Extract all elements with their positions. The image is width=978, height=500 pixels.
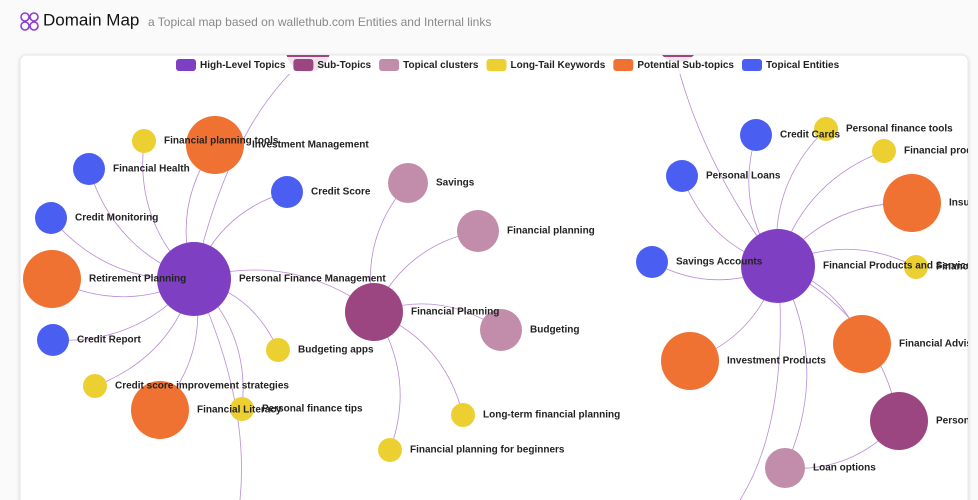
- node: [740, 119, 772, 151]
- subtitle: a Topical map based on wallethub.com Ent…: [148, 15, 491, 29]
- node-label: Investment Management: [252, 140, 369, 151]
- node-label: Financial planning: [507, 226, 595, 237]
- node: [814, 117, 838, 141]
- node: [378, 438, 402, 462]
- node: [636, 246, 668, 278]
- graph: Personal Finance Management Financial Pro…: [23, 55, 978, 500]
- node: [480, 309, 522, 351]
- legend-swatch: [613, 59, 634, 71]
- node: [157, 242, 231, 316]
- node-label: Credit Score: [311, 187, 371, 198]
- node-label: Credit Cards: [780, 130, 840, 141]
- node-label: Personal Finance Management: [239, 274, 386, 285]
- node-label: Personal finance tools: [846, 124, 953, 135]
- node: [37, 324, 69, 356]
- legend-label: High-Level Topics: [200, 60, 286, 71]
- node-label: Financial planning for beginners: [410, 445, 565, 456]
- node-label: Savings Accounts: [676, 257, 763, 268]
- node: [345, 283, 403, 341]
- node: [23, 250, 81, 308]
- node: [741, 229, 815, 303]
- node: [451, 403, 475, 427]
- legend: High-Level Topics Sub-Topics Topical clust…: [176, 59, 840, 71]
- legend-label: Long-Tail Keywords: [511, 60, 606, 71]
- legend-swatch: [293, 59, 314, 71]
- node: [765, 448, 805, 488]
- legend-swatch: [742, 59, 762, 71]
- node: [656, 55, 700, 62]
- legend-label: Topical clusters: [403, 60, 479, 71]
- node: [132, 129, 156, 153]
- nodes: [23, 116, 941, 488]
- node: [186, 116, 244, 174]
- node: [83, 374, 107, 398]
- node: [271, 176, 303, 208]
- node-label: Financial Products and Services: [823, 261, 977, 272]
- node-label: Investment Products: [727, 356, 826, 367]
- node-label: Loan options: [813, 463, 876, 474]
- node: [870, 392, 928, 450]
- node-label: Personal Finance: [936, 416, 978, 427]
- node: [457, 210, 499, 252]
- node: [35, 202, 67, 234]
- legend-label: Topical Entities: [766, 60, 840, 71]
- legend-label: Sub-Topics: [317, 60, 371, 71]
- node-label: Financial products: [904, 146, 978, 157]
- node-label: Credit Monitoring: [75, 213, 158, 224]
- node-label: Budgeting: [530, 325, 579, 336]
- node-label: Financial Advisors: [899, 339, 978, 350]
- legend-swatch: [379, 59, 400, 71]
- node-label: Financial Planning: [411, 307, 499, 318]
- legend-label: Potential Sub-topics: [637, 60, 734, 71]
- logo: [20, 12, 39, 31]
- node-label: Financial planning tools: [164, 136, 279, 147]
- card: [19, 54, 969, 500]
- node: [833, 315, 891, 373]
- node: [661, 332, 719, 390]
- node: [73, 153, 105, 185]
- node-label: Savings: [436, 178, 475, 189]
- node: [230, 397, 254, 421]
- node-label: Financial Literacy: [197, 405, 282, 416]
- node: [872, 139, 896, 163]
- legend-swatch: [486, 59, 507, 71]
- node: [883, 174, 941, 232]
- node: [904, 255, 928, 279]
- node-label: Insurance: [949, 198, 978, 209]
- labels: Personal Finance Management Financial Pro…: [75, 124, 978, 474]
- node-label: Financial: [936, 262, 978, 273]
- node: [266, 338, 290, 362]
- node-label: Personal finance tips: [262, 404, 363, 415]
- node: [131, 381, 189, 439]
- node-label: Budgeting apps: [298, 345, 374, 356]
- node-label: Credit Report: [77, 335, 142, 346]
- node: [388, 163, 428, 203]
- node: [666, 160, 698, 192]
- node-label: Retirement Planning: [89, 274, 186, 285]
- node-label: Long-term financial planning: [483, 410, 620, 421]
- node-label: Credit score improvement strategies: [115, 381, 289, 392]
- node-label: Personal Loans: [706, 171, 781, 182]
- title: Domain Map: [43, 10, 139, 29]
- legend-swatch: [176, 59, 196, 71]
- node-label: Financial Health: [113, 164, 190, 175]
- edge: [739, 265, 781, 500]
